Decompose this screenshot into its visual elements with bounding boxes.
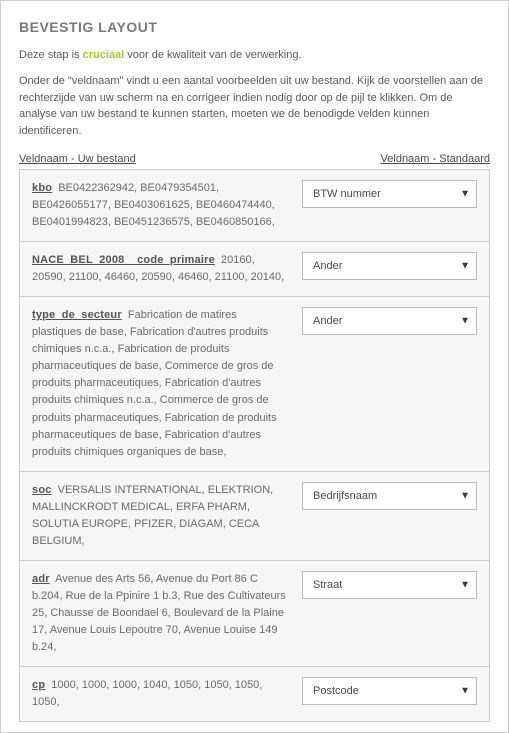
field-select-wrap: Straat ▼ bbox=[302, 571, 477, 599]
intro-text: Deze stap is cruciaal voor de kwaliteit … bbox=[19, 49, 490, 61]
field-name: kbo bbox=[32, 182, 52, 194]
field-type-select[interactable]: Straat ▼ bbox=[302, 571, 477, 599]
field-sample: kbo BE0422362942, BE0479354501, BE042605… bbox=[32, 180, 288, 231]
mapping-row: soc VERSALIS INTERNATIONAL, ELEKTRION, M… bbox=[19, 472, 490, 561]
select-value: BTW nummer bbox=[313, 188, 381, 200]
field-type-select[interactable]: BTW nummer ▼ bbox=[302, 180, 477, 208]
field-sample-values: BE0422362942, BE0479354501, BE0426055177… bbox=[32, 182, 275, 228]
field-type-select[interactable]: Postcode ▼ bbox=[302, 677, 477, 705]
field-sample-values: VERSALIS INTERNATIONAL, ELEKTRION, MALLI… bbox=[32, 484, 273, 547]
field-type-select[interactable]: Ander ▼ bbox=[302, 252, 477, 280]
chevron-down-icon: ▼ bbox=[460, 579, 470, 590]
chevron-down-icon: ▼ bbox=[460, 261, 470, 272]
header-right: Veldnaam - Standaard bbox=[381, 153, 490, 165]
field-name: adr bbox=[32, 573, 50, 585]
header-left: Veldnaam - Uw bestand bbox=[19, 153, 136, 165]
mapping-row: adr Avenue des Arts 56, Avenue du Port 8… bbox=[19, 561, 490, 667]
confirm-layout-panel: BEVESTIG LAYOUT Deze stap is cruciaal vo… bbox=[0, 0, 509, 733]
chevron-down-icon: ▼ bbox=[460, 189, 470, 200]
field-select-wrap: Ander ▼ bbox=[302, 307, 477, 335]
column-headers: Veldnaam - Uw bestand Veldnaam - Standaa… bbox=[19, 153, 490, 169]
field-sample: soc VERSALIS INTERNATIONAL, ELEKTRION, M… bbox=[32, 482, 288, 550]
mapping-row: cp 1000, 1000, 1000, 1040, 1050, 1050, 1… bbox=[19, 667, 490, 722]
field-name: NACE_BEL_2008__code_primaire bbox=[32, 254, 215, 266]
chevron-down-icon: ▼ bbox=[460, 316, 470, 327]
field-name: soc bbox=[32, 484, 52, 496]
mapping-row: type_de_secteur Fabrication de matires p… bbox=[19, 297, 490, 471]
select-value: Ander bbox=[313, 260, 342, 272]
mapping-row: NACE_BEL_2008__code_primaire 20160, 2059… bbox=[19, 242, 490, 297]
intro-crucial: cruciaal bbox=[83, 49, 125, 61]
field-sample: cp 1000, 1000, 1000, 1040, 1050, 1050, 1… bbox=[32, 677, 288, 711]
field-sample-values: 1000, 1000, 1000, 1040, 1050, 1050, 1050… bbox=[32, 679, 262, 708]
field-sample-values: Fabrication de matires plastiques de bas… bbox=[32, 309, 277, 457]
field-type-select[interactable]: Ander ▼ bbox=[302, 307, 477, 335]
intro-post: voor de kwaliteit van de verwerking. bbox=[124, 49, 301, 61]
field-name: type_de_secteur bbox=[32, 309, 122, 321]
page-title: BEVESTIG LAYOUT bbox=[19, 19, 490, 35]
select-value: Straat bbox=[313, 579, 342, 591]
field-select-wrap: Ander ▼ bbox=[302, 252, 477, 280]
field-select-wrap: Bedrijfsnaam ▼ bbox=[302, 482, 477, 510]
field-type-select[interactable]: Bedrijfsnaam ▼ bbox=[302, 482, 477, 510]
field-sample-values: Avenue des Arts 56, Avenue du Port 86 C … bbox=[32, 573, 286, 653]
help-text: Onder de "veldnaam" vindt u een aantal v… bbox=[19, 73, 490, 139]
field-sample: NACE_BEL_2008__code_primaire 20160, 2059… bbox=[32, 252, 288, 286]
field-select-wrap: BTW nummer ▼ bbox=[302, 180, 477, 208]
intro-pre: Deze stap is bbox=[19, 49, 83, 61]
select-value: Bedrijfsnaam bbox=[313, 490, 377, 502]
mapping-row: kbo BE0422362942, BE0479354501, BE042605… bbox=[19, 170, 490, 242]
field-select-wrap: Postcode ▼ bbox=[302, 677, 477, 705]
chevron-down-icon: ▼ bbox=[460, 490, 470, 501]
select-value: Ander bbox=[313, 315, 342, 327]
field-sample: type_de_secteur Fabrication de matires p… bbox=[32, 307, 288, 460]
field-sample: adr Avenue des Arts 56, Avenue du Port 8… bbox=[32, 571, 288, 656]
mapping-rows: kbo BE0422362942, BE0479354501, BE042605… bbox=[19, 169, 490, 722]
field-name: cp bbox=[32, 679, 45, 691]
chevron-down-icon: ▼ bbox=[460, 686, 470, 697]
select-value: Postcode bbox=[313, 685, 359, 697]
